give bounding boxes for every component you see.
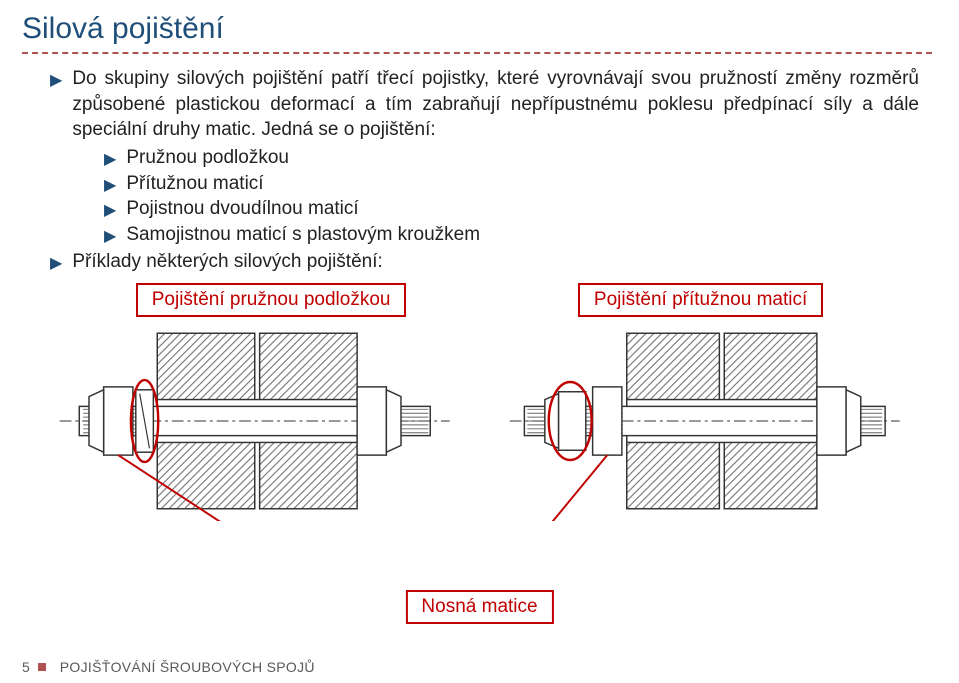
sub-item-2: ▶ Přítužnou maticí <box>104 171 919 197</box>
label-box-1: Pojištění pružnou podložkou <box>136 283 407 317</box>
sub-label-1: Pružnou podložkou <box>126 145 289 171</box>
sub-label-2: Přítužnou maticí <box>126 171 263 197</box>
label-boxes-row: Pojištění pružnou podložkou Pojištění př… <box>0 275 959 317</box>
page-title: Silová pojištění <box>0 0 959 46</box>
bullet-icon: ▶ <box>104 196 126 222</box>
page-number: 5 <box>22 659 38 675</box>
sub-list: ▶ Pružnou podložkou ▶ Přítužnou maticí ▶… <box>50 143 919 250</box>
label-box-2: Pojištění přítužnou maticí <box>578 283 823 317</box>
bullet-icon: ▶ <box>50 66 72 92</box>
paragraph-2: Příklady některých silových pojištění: <box>72 249 382 275</box>
sub-label-3: Pojistnou dvoudílnou maticí <box>126 196 358 222</box>
bullet-icon: ▶ <box>50 249 72 275</box>
paragraph-1: Do skupiny silových pojištění patří třec… <box>72 66 919 143</box>
sub-item-3: ▶ Pojistnou dvoudílnou maticí <box>104 196 919 222</box>
footer: 5 POJIŠŤOVÁNÍ ŠROUBOVÝCH SPOJŮ <box>22 659 315 675</box>
label-box-center: Nosná matice <box>405 590 553 624</box>
sub-label-4: Samojistnou maticí s plastovým kroužkem <box>126 222 480 248</box>
diagrams-row <box>0 317 959 526</box>
sub-item-1: ▶ Pružnou podložkou <box>104 145 919 171</box>
diagram-left <box>50 321 460 526</box>
bullet-icon: ▶ <box>104 222 126 248</box>
bullet-main-2: ▶ Příklady některých silových pojištění: <box>50 249 919 275</box>
bolt-diagram-locknut <box>500 321 910 521</box>
main-content: ▶ Do skupiny silových pojištění patří tř… <box>0 54 959 275</box>
bullet-main-1: ▶ Do skupiny silových pojištění patří tř… <box>50 66 919 143</box>
bullet-icon: ▶ <box>104 171 126 197</box>
diagram-right <box>500 321 910 526</box>
bullet-icon: ▶ <box>104 145 126 171</box>
bolt-diagram-washer <box>50 321 460 521</box>
footer-square-icon <box>38 663 46 671</box>
footer-title: POJIŠŤOVÁNÍ ŠROUBOVÝCH SPOJŮ <box>60 659 315 675</box>
sub-item-4: ▶ Samojistnou maticí s plastovým kroužke… <box>104 222 919 248</box>
